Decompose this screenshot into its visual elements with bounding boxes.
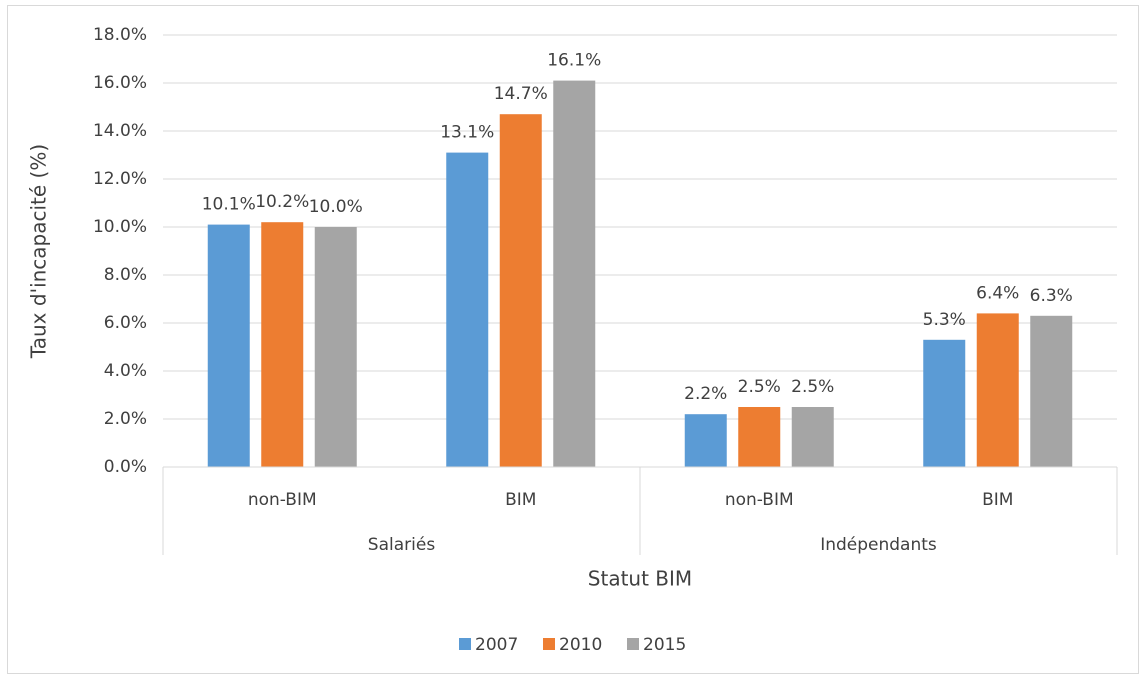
y-tick-label: 4.0% bbox=[104, 361, 147, 381]
x-tick-label: BIM bbox=[982, 490, 1013, 510]
data-label: 6.3% bbox=[1030, 286, 1073, 306]
y-tick-label: 16.0% bbox=[93, 73, 147, 93]
data-label: 10.1% bbox=[202, 195, 256, 215]
x-tick-label: non-BIM bbox=[248, 490, 317, 510]
x-tick-label: non-BIM bbox=[725, 490, 794, 510]
data-label: 2.5% bbox=[791, 377, 834, 397]
y-tick-label: 10.0% bbox=[93, 217, 147, 237]
data-label: 2.2% bbox=[684, 384, 727, 404]
legend-swatch bbox=[459, 638, 471, 650]
y-tick-label: 14.0% bbox=[93, 121, 147, 141]
x-axis-title: Statut BIM bbox=[588, 567, 692, 591]
legend-label: 2010 bbox=[559, 635, 602, 655]
data-label: 14.7% bbox=[494, 84, 548, 104]
y-axis-title: Taux d'incapacité (%) bbox=[27, 144, 51, 359]
bar bbox=[976, 313, 1019, 467]
data-label: 10.0% bbox=[309, 197, 363, 217]
bar bbox=[207, 224, 250, 467]
bar bbox=[923, 339, 966, 467]
y-tick-label: 18.0% bbox=[93, 25, 147, 45]
bar bbox=[261, 222, 304, 467]
data-label: 13.1% bbox=[440, 123, 494, 143]
y-tick-label: 12.0% bbox=[93, 169, 147, 189]
bar bbox=[499, 114, 542, 467]
data-label: 2.5% bbox=[738, 377, 781, 397]
group-label: Indépendants bbox=[820, 535, 937, 555]
data-label: 16.1% bbox=[547, 51, 601, 71]
y-tick-label: 6.0% bbox=[104, 313, 147, 333]
legend-swatch bbox=[627, 638, 639, 650]
y-tick-label: 0.0% bbox=[104, 457, 147, 477]
legend-label: 2015 bbox=[643, 635, 686, 655]
data-label: 10.2% bbox=[255, 192, 309, 212]
group-label: Salariés bbox=[368, 535, 436, 555]
y-tick-label: 2.0% bbox=[104, 409, 147, 429]
bar bbox=[314, 227, 357, 467]
bar bbox=[684, 414, 727, 467]
bar bbox=[791, 407, 834, 467]
legend-label: 2007 bbox=[475, 635, 518, 655]
x-tick-label: BIM bbox=[505, 490, 536, 510]
data-label: 5.3% bbox=[923, 310, 966, 330]
legend-swatch bbox=[543, 638, 555, 650]
data-label: 6.4% bbox=[976, 283, 1019, 303]
bar bbox=[1030, 315, 1073, 467]
bar bbox=[738, 407, 781, 467]
bar bbox=[446, 152, 489, 467]
y-tick-label: 8.0% bbox=[104, 265, 147, 285]
bar bbox=[553, 80, 596, 467]
